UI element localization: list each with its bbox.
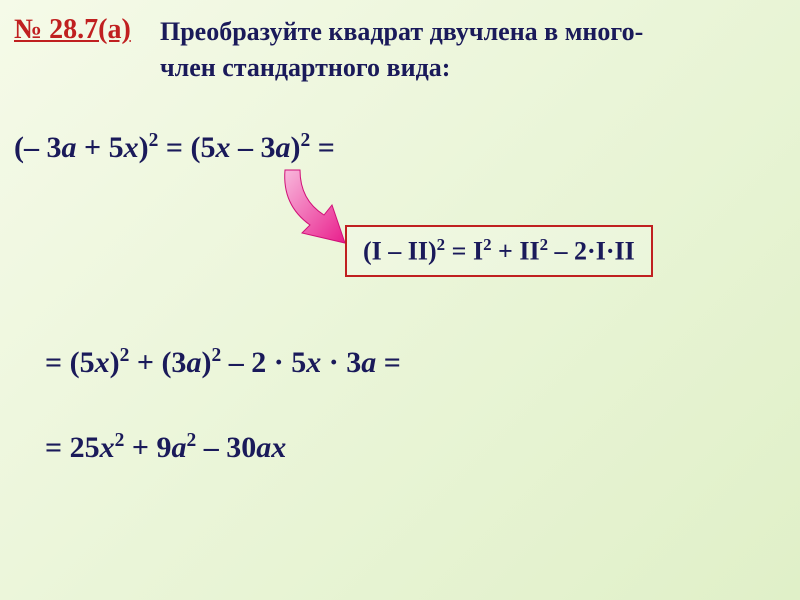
eq3-x: x xyxy=(100,431,115,464)
f-p4: – 2·I·II xyxy=(548,237,635,266)
task-line1: Преобразуйте квадрат двучлена в много- xyxy=(160,17,643,46)
eq2-p2: ) xyxy=(110,346,120,379)
eq2-x: x xyxy=(95,346,110,379)
eq2-p4: ) xyxy=(201,346,211,379)
f-p1: (I – II) xyxy=(363,237,437,266)
f-sq1: 2 xyxy=(437,235,445,254)
eq3-x2: x xyxy=(271,431,286,464)
eq2-p1: = (5 xyxy=(45,346,95,379)
eq1-x: x xyxy=(124,131,139,164)
eq1-a2: a xyxy=(275,131,290,164)
problem-number: № 28.7(а) xyxy=(14,14,131,46)
equation-line3: = 25x2 + 9a2 – 30ax xyxy=(45,430,286,465)
eq3-a2: a xyxy=(256,431,271,464)
eq1-p1: (– 3 xyxy=(14,131,62,164)
eq2-a2: a xyxy=(361,346,376,379)
eq2-p5: – 2 · 5 xyxy=(221,346,306,379)
equation-line2: = (5x)2 + (3a)2 – 2 · 5x · 3a = xyxy=(45,345,401,380)
eq1-p6: ) xyxy=(290,131,300,164)
eq2-p3: + (3 xyxy=(129,346,186,379)
eq2-sq1: 2 xyxy=(120,345,130,366)
eq2-p6: · 3 xyxy=(321,346,361,379)
eq2-p7: = xyxy=(376,346,401,379)
f-p3: + II xyxy=(492,237,540,266)
f-sq3: 2 xyxy=(540,235,548,254)
eq3-a: a xyxy=(171,431,186,464)
eq1-sq2: 2 xyxy=(300,130,310,151)
eq1-a: a xyxy=(62,131,77,164)
task-line2: член стандартного вида: xyxy=(160,53,450,82)
formula-box: (I – II)2 = I2 + II2 – 2·I·II xyxy=(345,225,653,277)
task-text: Преобразуйте квадрат двучлена в много- ч… xyxy=(160,14,780,87)
eq2-a: a xyxy=(186,346,201,379)
eq2-x2: x xyxy=(306,346,321,379)
eq1-p3: ) xyxy=(139,131,149,164)
eq3-p3: – 30 xyxy=(196,431,256,464)
eq1-p7: = xyxy=(310,131,335,164)
f-p2: = I xyxy=(445,237,483,266)
eq1-sq1: 2 xyxy=(149,130,159,151)
eq3-sq1: 2 xyxy=(115,430,125,451)
eq1-p5: – 3 xyxy=(230,131,275,164)
eq1-p2: + 5 xyxy=(77,131,124,164)
eq1-p4: = (5 xyxy=(158,131,215,164)
eq3-p1: = 25 xyxy=(45,431,100,464)
eq3-p2: + 9 xyxy=(124,431,171,464)
eq1-x2: x xyxy=(215,131,230,164)
eq2-sq2: 2 xyxy=(211,345,221,366)
eq3-sq2: 2 xyxy=(186,430,196,451)
equation-line1: (– 3a + 5x)2 = (5x – 3a)2 = xyxy=(14,130,335,165)
f-sq2: 2 xyxy=(483,235,491,254)
